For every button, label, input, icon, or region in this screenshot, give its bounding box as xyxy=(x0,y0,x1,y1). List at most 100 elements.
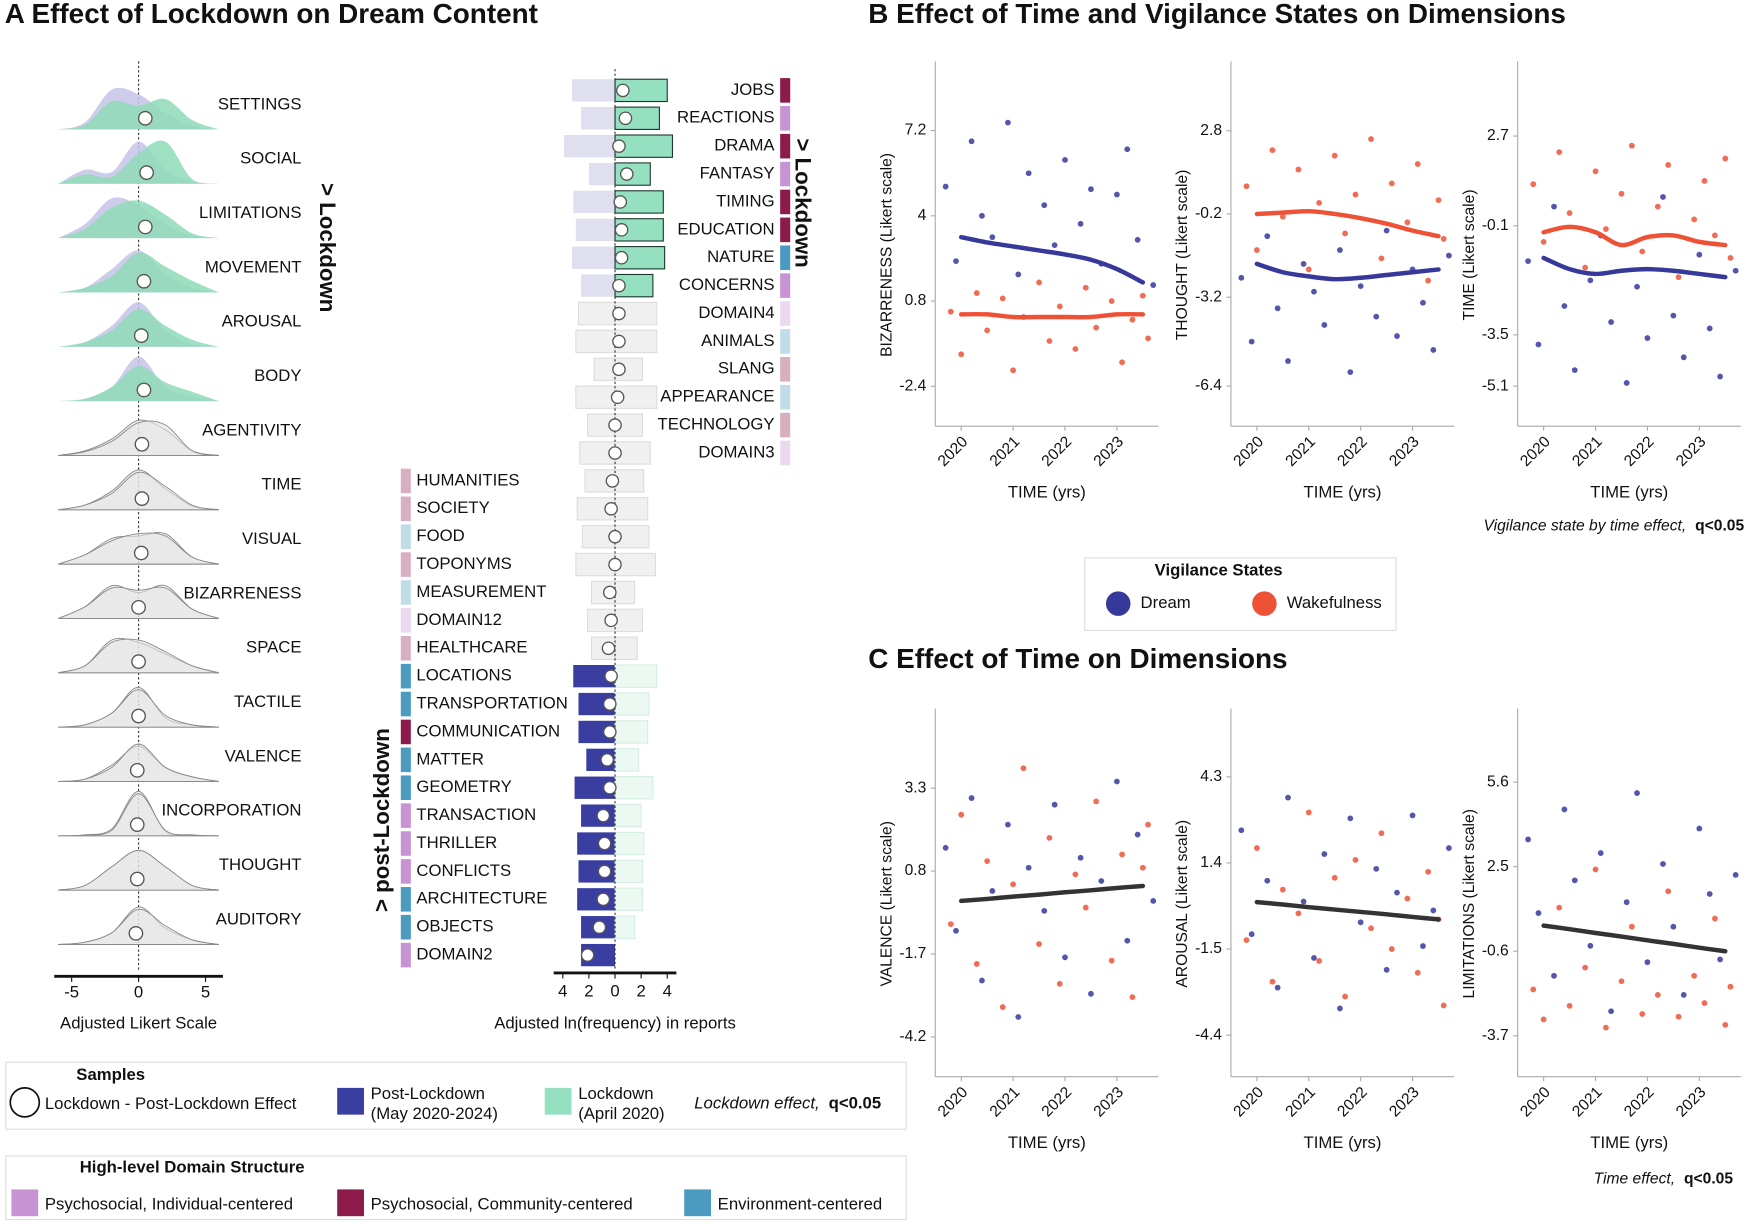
domain-marker xyxy=(400,803,411,828)
scatter-point xyxy=(1722,155,1729,162)
scatter-point xyxy=(1414,161,1421,167)
density-curve xyxy=(58,309,219,347)
legend-swatch xyxy=(337,1087,364,1115)
category-label: VISUAL xyxy=(242,529,301,548)
scatter-point xyxy=(1634,790,1640,796)
domain-marker xyxy=(400,552,411,577)
scatter-point xyxy=(1243,183,1250,190)
scatter-point xyxy=(1561,806,1568,813)
lockdown-bar xyxy=(614,859,643,884)
post-bar xyxy=(588,162,616,186)
scatter-point xyxy=(947,308,954,315)
scatter-point xyxy=(989,234,996,241)
legend-swatch xyxy=(1105,591,1131,616)
density-curve xyxy=(58,140,219,184)
scatter-point xyxy=(1005,821,1011,828)
scatter-point xyxy=(1368,925,1374,932)
effect-point xyxy=(133,328,149,343)
post-bar xyxy=(578,720,616,744)
scatter-point xyxy=(1425,277,1432,284)
effect-point xyxy=(602,725,617,739)
effect-point xyxy=(608,446,622,460)
scatter-point xyxy=(1551,972,1557,979)
x-tick-label: 2022 xyxy=(1039,1084,1076,1121)
scatter-point xyxy=(1628,142,1635,149)
post-bar xyxy=(571,246,616,269)
category-label: SLANG xyxy=(718,359,775,378)
lockdown-bar xyxy=(614,831,645,856)
scatter-point xyxy=(1566,1002,1573,1009)
scatter-point xyxy=(1571,877,1578,884)
post-bar xyxy=(578,692,616,716)
lockdown-bar xyxy=(614,692,650,716)
domain-marker xyxy=(400,914,411,940)
effect-point xyxy=(602,697,617,711)
category-label: SOCIETY xyxy=(416,498,489,517)
y-tick-label: 1.4 xyxy=(1200,854,1222,871)
scatter-point xyxy=(1342,993,1349,1000)
scatter-point xyxy=(1670,312,1677,319)
scatter-point xyxy=(1592,168,1599,175)
effect-point xyxy=(596,808,611,823)
scatter-point xyxy=(989,888,996,894)
scatter-point xyxy=(1088,990,1094,997)
scatter-point xyxy=(1134,236,1141,243)
scatter-point xyxy=(1717,373,1723,380)
effect-point xyxy=(131,599,146,615)
scatter-point xyxy=(958,811,965,818)
scatter-point xyxy=(1388,180,1395,187)
category-label: TRANSPORTATION xyxy=(416,693,567,712)
x-tick-label: 2021 xyxy=(1282,1084,1319,1121)
scatter-point xyxy=(1311,288,1317,295)
trend-line xyxy=(1254,899,1441,922)
domain-marker xyxy=(780,78,791,103)
scatter-point xyxy=(1717,956,1723,963)
domain-marker xyxy=(780,357,791,382)
scatter-point xyxy=(1316,958,1323,964)
panel-title: A Effect of Lockdown on Dream Content xyxy=(5,0,538,29)
annotation: Time effect, q<0.05 xyxy=(1594,1170,1734,1187)
scatter-point xyxy=(1670,923,1677,930)
scatter-point xyxy=(1347,369,1354,376)
panel-title: C Effect of Time on Dimensions xyxy=(868,643,1287,674)
group-label: > Lockdown xyxy=(315,183,340,312)
scatter-point xyxy=(1331,152,1338,159)
y-tick-label: 5.6 xyxy=(1487,773,1509,790)
x-tick-label: 2023 xyxy=(1386,1084,1423,1121)
scatter-point xyxy=(1119,851,1125,858)
category-label: THRILLER xyxy=(416,833,497,852)
scatter-point xyxy=(1321,322,1328,328)
trend-line xyxy=(1541,255,1728,280)
scatter-point xyxy=(1556,149,1563,156)
scatter-point xyxy=(1701,178,1708,184)
domain-marker xyxy=(780,384,791,410)
scatter-point xyxy=(1696,251,1703,258)
scatter-point xyxy=(1285,794,1291,801)
scatter-point xyxy=(1056,303,1063,310)
x-axis-label: TIME (yrs) xyxy=(1590,1133,1668,1152)
density-curve xyxy=(58,743,220,782)
scatter-point xyxy=(1150,282,1157,288)
y-tick-label: 2.7 xyxy=(1487,127,1509,144)
scatter-point xyxy=(1660,194,1666,200)
effect-point xyxy=(616,83,630,98)
scatter-point xyxy=(1639,1011,1646,1017)
effect-point xyxy=(131,708,146,724)
domain-marker xyxy=(780,245,791,271)
legend-title: Vigilance States xyxy=(1155,561,1283,580)
scatter-point xyxy=(1425,868,1432,875)
scatter-point xyxy=(1556,904,1563,911)
y-tick-label: -5.1 xyxy=(1482,377,1509,394)
post-bar xyxy=(573,190,616,214)
y-tick-label: 2.5 xyxy=(1487,858,1509,875)
effect-point xyxy=(600,753,614,767)
effect-point xyxy=(601,641,616,656)
x-tick-label: 4 xyxy=(663,981,672,1000)
category-label: DOMAIN12 xyxy=(416,610,501,629)
scatter-point xyxy=(1150,898,1157,904)
effect-point xyxy=(614,250,629,265)
x-axis-label: TIME (yrs) xyxy=(1303,483,1381,502)
scatter-point xyxy=(1145,821,1151,828)
scatter-point xyxy=(1072,346,1079,352)
category-label: MATTER xyxy=(416,749,483,768)
